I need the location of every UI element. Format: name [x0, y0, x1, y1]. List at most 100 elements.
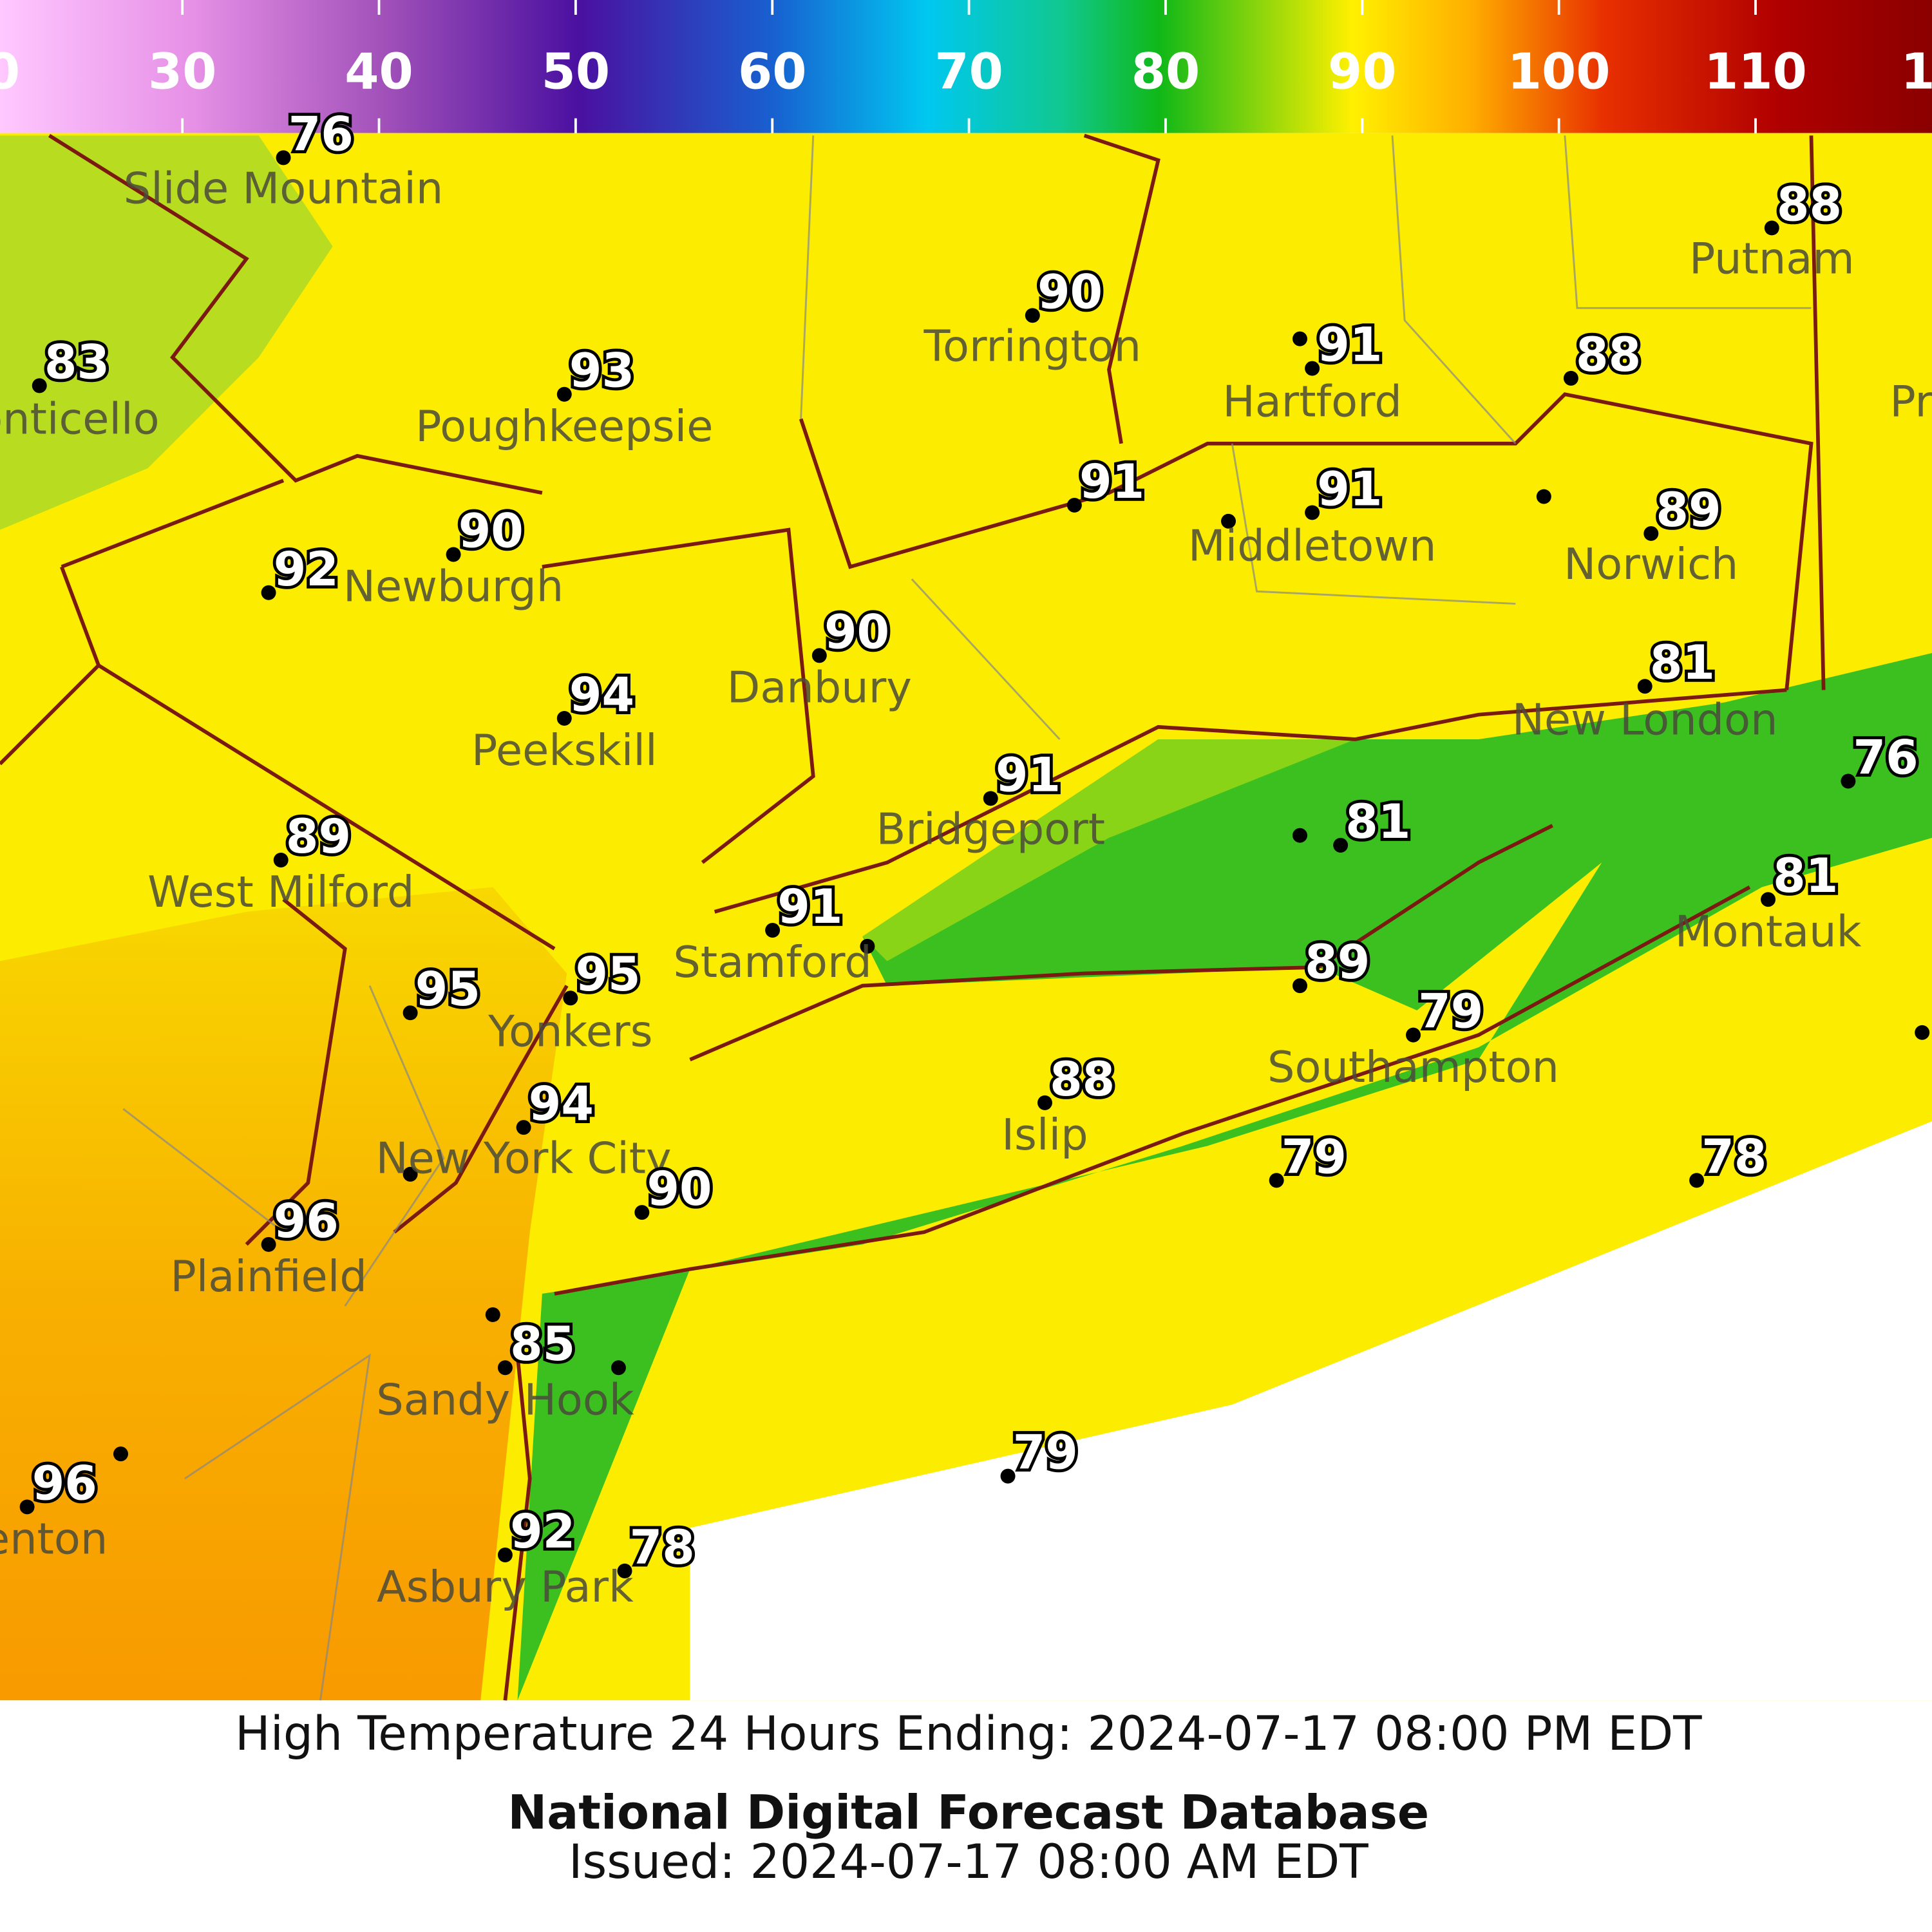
station-dot [811, 648, 827, 663]
station-dot [446, 547, 461, 562]
place-name: New London [1512, 694, 1778, 744]
footer-bg [0, 1700, 1932, 1932]
colorbar-label: 30 [148, 44, 216, 101]
source: National Digital Forecast Database [507, 1786, 1429, 1840]
colorbar-label: 80 [1132, 44, 1200, 101]
place-name: Newburgh [343, 562, 564, 612]
station-dot [1536, 489, 1551, 504]
station-dot [113, 1446, 128, 1462]
colorbar-label: 20 [0, 44, 20, 101]
county-lines [122, 135, 1812, 1701]
place-name: Providence [1889, 377, 1932, 427]
station-value: 91 [777, 880, 842, 934]
station-value: 90 [1037, 265, 1103, 319]
station-dot [765, 923, 781, 938]
place-name: Slide Mountain [124, 164, 444, 214]
station-dot [402, 1005, 418, 1021]
colorbar-label: 120 [1901, 44, 1932, 101]
station-dot [617, 1563, 632, 1578]
station-dot [1915, 1025, 1930, 1040]
place-name: West Milford [147, 867, 414, 917]
water [517, 653, 1932, 1701]
station-value: 79 [1013, 1426, 1078, 1481]
place-name: Poughkeepsie [415, 401, 713, 451]
station-dot [1563, 370, 1578, 386]
colorbar-label: 40 [345, 44, 413, 101]
warm-area [0, 887, 567, 1701]
station-dot [634, 1205, 650, 1220]
station-dot [1221, 513, 1236, 529]
station-dot [983, 791, 998, 806]
station-value: 76 [1853, 732, 1918, 786]
colorbar-label: 70 [934, 44, 1003, 101]
place-name: Putnam [1689, 234, 1855, 284]
station-value: 92 [510, 1505, 575, 1559]
station-value: 79 [1282, 1130, 1347, 1184]
colorbar-label: 100 [1508, 44, 1611, 101]
station-dot [1293, 331, 1307, 346]
place-name: Stamford [673, 937, 871, 987]
station-dot [1269, 1173, 1284, 1188]
place-name: Monticello [0, 393, 160, 444]
station-value: 94 [529, 1077, 594, 1132]
place-name: Peekskill [471, 725, 658, 775]
station-dot [497, 1360, 513, 1376]
place-name: New York City [376, 1133, 672, 1183]
station-value: 88 [1777, 178, 1842, 232]
cool-area [0, 135, 333, 530]
station-dot [1305, 361, 1320, 376]
colorbar-label: 90 [1328, 44, 1396, 101]
station-dot [1000, 1468, 1016, 1484]
station-value: 79 [1418, 985, 1483, 1039]
sound-warm [862, 739, 1356, 961]
valid-time: High Temperature 24 Hours Ending: 2024-0… [235, 1707, 1702, 1761]
station-value: 95 [575, 948, 640, 1002]
station-dot [1764, 220, 1779, 236]
station-value: 76 [289, 108, 354, 162]
place-name: Yonkers [488, 1006, 652, 1056]
station-dot [1406, 1027, 1421, 1043]
station-value: 90 [824, 605, 889, 659]
place-name: Danbury [727, 663, 912, 713]
station-value: 91 [1079, 455, 1144, 509]
station-dot [563, 990, 578, 1006]
place-name: Middletown [1188, 521, 1437, 571]
colorbar-label: 110 [1704, 44, 1807, 101]
issued-time: Issued: 2024-07-17 08:00 AM EDT [569, 1835, 1368, 1889]
station-value: 83 [44, 336, 109, 390]
station-value: 91 [996, 748, 1061, 802]
station-value: 88 [1050, 1053, 1115, 1107]
station-dot [1841, 773, 1856, 789]
place-name: Norwich [1564, 539, 1738, 589]
station-dot [1305, 505, 1320, 520]
place-name: Hartford [1222, 377, 1402, 427]
station-dot [273, 852, 289, 867]
station-value: 85 [510, 1318, 575, 1372]
place-name: Sandy Hook [376, 1374, 634, 1425]
station-dot [556, 710, 572, 726]
station-dot [261, 585, 276, 600]
station-value: 95 [415, 963, 480, 1017]
station-dot [32, 378, 47, 393]
place-name: Plainfield [170, 1251, 367, 1302]
state-borders [0, 133, 1826, 1246]
station-dot [516, 1120, 531, 1135]
place-name: Trenton [0, 1514, 108, 1564]
colorbar [0, 0, 1932, 133]
station-dot [1066, 497, 1082, 513]
station-value: 81 [1650, 636, 1715, 690]
place-name: Torrington [923, 321, 1142, 372]
no-data [690, 1121, 1932, 1701]
station-dot [497, 1548, 513, 1563]
station-value: 89 [286, 810, 351, 864]
station-dot [1689, 1173, 1705, 1188]
station-value: 90 [459, 504, 524, 558]
station-dot [276, 150, 291, 166]
station-dot [611, 1360, 626, 1376]
station-dot [402, 1166, 418, 1182]
station-dot [1025, 308, 1040, 323]
station-dot [19, 1499, 35, 1515]
station-dot [485, 1307, 500, 1322]
station-dot [860, 938, 875, 954]
